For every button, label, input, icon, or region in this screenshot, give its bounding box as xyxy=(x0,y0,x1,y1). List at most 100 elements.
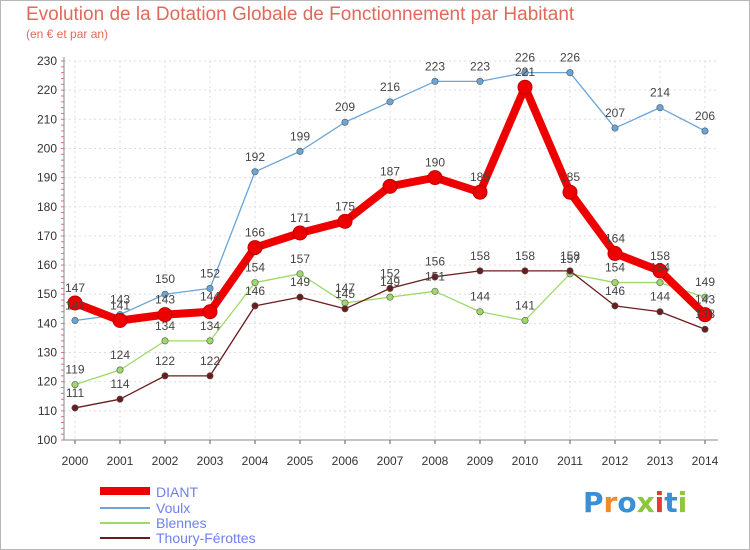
data-label-voulx: 143 xyxy=(110,293,130,307)
x-tick-label: 2002 xyxy=(152,454,179,468)
data-point-diant xyxy=(337,213,353,229)
data-point-thoury xyxy=(611,302,619,310)
x-tick-label: 2006 xyxy=(332,454,359,468)
data-label-thoury: 111 xyxy=(66,386,85,400)
data-point-diant xyxy=(697,307,713,323)
data-point-diant xyxy=(67,295,83,311)
x-tick-label: 2004 xyxy=(242,454,269,468)
data-label-diant: 143 xyxy=(695,293,715,307)
data-point-diant xyxy=(247,240,263,256)
x-tick-label: 2003 xyxy=(197,454,224,468)
data-label-blennes: 151 xyxy=(425,269,445,283)
data-label-thoury: 122 xyxy=(200,354,220,368)
data-label-thoury: 122 xyxy=(155,354,175,368)
data-point-blennes xyxy=(611,279,619,287)
data-label-blennes: 141 xyxy=(515,298,535,312)
data-point-thoury xyxy=(521,267,529,275)
proxiti-logo: Proxiti xyxy=(583,486,687,519)
data-point-thoury xyxy=(656,308,664,316)
data-point-blennes xyxy=(251,279,259,287)
data-point-diant xyxy=(157,307,173,323)
data-point-blennes xyxy=(71,381,79,389)
data-label-blennes: 157 xyxy=(560,252,580,266)
y-tick-label: 230 xyxy=(37,54,57,68)
data-label-blennes: 154 xyxy=(245,261,265,275)
logo-letter: P xyxy=(583,486,604,519)
data-label-voulx: 223 xyxy=(425,59,445,73)
data-label-voulx: 226 xyxy=(515,51,535,65)
data-point-blennes xyxy=(116,366,124,374)
data-label-thoury: 156 xyxy=(425,255,445,269)
data-label-thoury: 146 xyxy=(605,284,625,298)
legend-swatch-diant xyxy=(100,487,150,495)
data-point-diant xyxy=(112,312,128,328)
logo-letter: i xyxy=(677,486,688,519)
data-label-blennes: 149 xyxy=(380,275,400,289)
data-point-voulx xyxy=(566,69,574,77)
data-label-voulx: 141 xyxy=(65,298,85,312)
legend-label-blennes: Blennes xyxy=(156,515,207,531)
data-point-voulx xyxy=(71,316,79,324)
data-point-thoury xyxy=(71,404,79,412)
y-tick-label: 100 xyxy=(37,433,57,447)
data-label-blennes: 119 xyxy=(65,363,84,377)
data-point-blennes xyxy=(161,337,169,345)
data-point-diant xyxy=(607,245,623,261)
data-point-voulx xyxy=(206,284,214,292)
data-label-voulx: 192 xyxy=(245,150,265,164)
data-point-thoury xyxy=(566,267,574,275)
data-label-diant: 166 xyxy=(245,226,265,240)
data-label-diant: 190 xyxy=(425,156,445,170)
chart-title: Evolution de la Dotation Globale de Fonc… xyxy=(26,4,575,25)
x-tick-label: 2009 xyxy=(467,454,494,468)
x-tick-label: 2011 xyxy=(557,454,583,468)
logo-letter: r xyxy=(603,486,618,519)
data-point-diant xyxy=(472,184,488,200)
logo-letter: i xyxy=(654,486,665,519)
series-layer xyxy=(67,69,713,412)
data-point-thoury xyxy=(161,372,169,380)
y-tick-label: 180 xyxy=(37,200,57,214)
data-point-diant xyxy=(202,304,218,320)
data-label-voulx: 216 xyxy=(380,80,400,94)
data-point-diant xyxy=(427,170,443,186)
legend-swatch-thoury xyxy=(100,537,150,539)
logo-letter: o xyxy=(617,486,637,519)
data-label-voulx: 226 xyxy=(560,51,580,65)
data-label-blennes: 144 xyxy=(470,290,490,304)
x-tick-label: 2007 xyxy=(377,454,404,468)
data-point-thoury xyxy=(206,372,214,380)
x-tick-label: 2005 xyxy=(287,454,314,468)
x-tick-label: 2013 xyxy=(647,454,674,468)
data-point-diant xyxy=(292,225,308,241)
data-label-diant: 158 xyxy=(650,249,670,263)
data-label-diant: 164 xyxy=(605,231,625,245)
data-label-blennes: 134 xyxy=(155,319,175,333)
data-point-voulx xyxy=(296,147,304,155)
data-label-diant: 175 xyxy=(335,199,355,213)
x-tick-label: 2001 xyxy=(107,454,134,468)
data-point-diant xyxy=(652,263,668,279)
data-point-blennes xyxy=(521,316,529,324)
data-point-voulx xyxy=(341,118,349,126)
legend-label-diant: DIANT xyxy=(156,484,198,500)
data-point-blennes xyxy=(476,308,484,316)
data-point-blennes xyxy=(431,287,439,295)
data-label-blennes: 147 xyxy=(335,281,355,295)
data-point-blennes xyxy=(206,337,214,345)
data-label-thoury: 158 xyxy=(560,249,580,263)
data-point-blennes xyxy=(296,270,304,278)
y-tick-label: 130 xyxy=(37,346,57,360)
axis-layer: 100 110 120 130 140 150 160 170 180 190 200 210 220 2… xyxy=(37,54,719,468)
data-point-thoury xyxy=(431,273,439,281)
data-label-voulx: 152 xyxy=(200,266,220,280)
y-tick-label: 120 xyxy=(37,375,57,389)
data-point-thoury xyxy=(251,302,259,310)
data-label-blennes: 154 xyxy=(605,261,625,275)
chart-subtitle: (en € et par an) xyxy=(26,27,109,41)
data-label-blennes: 134 xyxy=(200,319,220,333)
data-label-thoury: 158 xyxy=(470,249,490,263)
